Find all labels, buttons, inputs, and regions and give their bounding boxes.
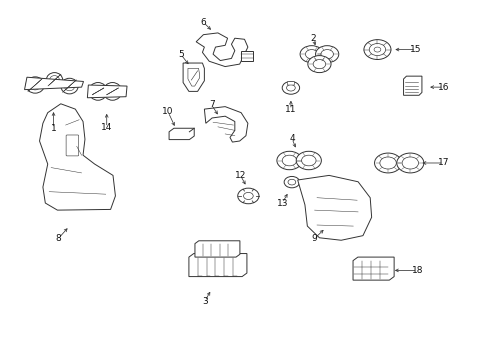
Circle shape [301,155,315,166]
Circle shape [300,46,323,63]
Ellipse shape [49,76,60,85]
Text: 7: 7 [208,100,214,109]
Circle shape [379,157,395,169]
Text: 4: 4 [288,134,294,143]
Polygon shape [24,77,83,90]
Polygon shape [195,241,240,257]
Circle shape [287,179,295,185]
Circle shape [237,188,259,204]
Polygon shape [403,76,421,95]
Text: 11: 11 [285,105,296,114]
Ellipse shape [46,73,62,87]
Text: 1: 1 [51,124,56,133]
Ellipse shape [93,86,103,97]
Ellipse shape [107,86,118,97]
Text: 10: 10 [162,107,174,116]
Polygon shape [204,107,247,142]
Circle shape [374,153,401,173]
Text: 3: 3 [202,297,207,306]
Polygon shape [183,63,204,91]
Text: 18: 18 [411,266,423,275]
Text: 6: 6 [200,18,206,27]
Circle shape [320,50,333,59]
Circle shape [368,44,385,55]
Circle shape [396,153,423,173]
Circle shape [363,40,390,59]
Polygon shape [352,257,393,280]
Circle shape [276,151,302,170]
Text: 5: 5 [178,50,183,59]
Polygon shape [187,68,199,86]
Circle shape [296,151,321,170]
Text: 2: 2 [310,35,316,44]
Text: 12: 12 [234,171,246,180]
Circle shape [305,50,317,59]
Polygon shape [188,253,246,276]
Ellipse shape [30,80,41,90]
Polygon shape [297,175,371,240]
Text: 17: 17 [437,158,448,167]
Circle shape [282,81,299,94]
Circle shape [312,59,325,69]
FancyBboxPatch shape [241,51,252,61]
Text: 16: 16 [437,83,448,92]
Ellipse shape [89,82,107,100]
Text: 9: 9 [311,234,317,243]
FancyBboxPatch shape [287,81,294,85]
Text: 15: 15 [409,45,421,54]
Ellipse shape [103,82,122,100]
Circle shape [284,176,299,188]
Ellipse shape [26,77,44,93]
FancyBboxPatch shape [66,135,79,156]
Circle shape [307,55,330,73]
Circle shape [401,157,418,169]
Circle shape [315,46,338,63]
Polygon shape [87,85,127,98]
Circle shape [243,192,253,199]
Circle shape [286,85,295,91]
Polygon shape [169,128,194,140]
Text: 13: 13 [276,198,287,207]
Text: 14: 14 [101,123,112,132]
Circle shape [373,47,380,52]
Ellipse shape [64,81,75,91]
Polygon shape [40,104,115,210]
Text: 8: 8 [55,234,61,243]
Circle shape [282,155,296,166]
Polygon shape [196,33,247,67]
Ellipse shape [61,78,78,94]
